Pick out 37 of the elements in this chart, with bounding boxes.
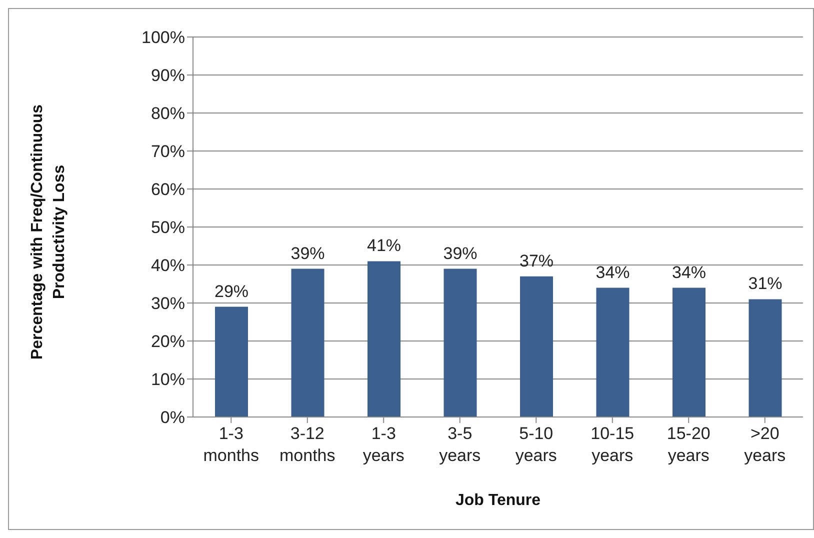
bar bbox=[596, 288, 630, 417]
data-label: 29% bbox=[214, 282, 249, 301]
y-tick-label: 100% bbox=[142, 28, 185, 48]
x-tick-label: >20 years bbox=[744, 424, 786, 465]
x-tick-label: 1-3 years bbox=[362, 424, 404, 465]
y-tick-label: 50% bbox=[150, 218, 185, 238]
y-tick-label: 0% bbox=[160, 408, 185, 428]
data-label: 41% bbox=[366, 236, 402, 256]
y-tick-label: 80% bbox=[150, 104, 185, 124]
y-tick-label: 20% bbox=[150, 332, 185, 352]
bar bbox=[291, 268, 324, 417]
x-tick-label: 15-20 years bbox=[666, 424, 710, 465]
x-axis-title: Job Tenure bbox=[455, 492, 541, 509]
data-label: 34% bbox=[596, 262, 630, 282]
y-tick-label: 90% bbox=[150, 66, 185, 86]
y-tick-label: 40% bbox=[150, 256, 185, 276]
data-label: 39% bbox=[443, 244, 478, 263]
data-label: 37% bbox=[519, 251, 554, 270]
bar bbox=[368, 261, 400, 417]
y-tick-label: 10% bbox=[150, 370, 185, 390]
y-tick-label: 30% bbox=[150, 294, 185, 314]
x-tick-label: 3-5 years bbox=[439, 424, 481, 465]
bar bbox=[520, 276, 553, 417]
bar bbox=[444, 268, 477, 417]
x-tick-label: 3-12 months bbox=[280, 424, 336, 465]
data-label: 34% bbox=[672, 262, 706, 282]
y-tick-label: 70% bbox=[150, 142, 185, 162]
y-tick-label: 60% bbox=[150, 180, 185, 200]
x-tick-label: 1-3 months bbox=[203, 424, 259, 465]
bar bbox=[215, 306, 248, 417]
x-tick-label: 5-10 years bbox=[515, 424, 557, 465]
bar bbox=[672, 288, 706, 417]
bar bbox=[748, 299, 782, 417]
x-tick-label: 10-15 years bbox=[590, 424, 634, 465]
y-axis-title: Percentage with Freq/Continuous Productivity Loss bbox=[28, 103, 69, 362]
data-label: 31% bbox=[748, 274, 782, 294]
data-label: 39% bbox=[290, 244, 325, 263]
